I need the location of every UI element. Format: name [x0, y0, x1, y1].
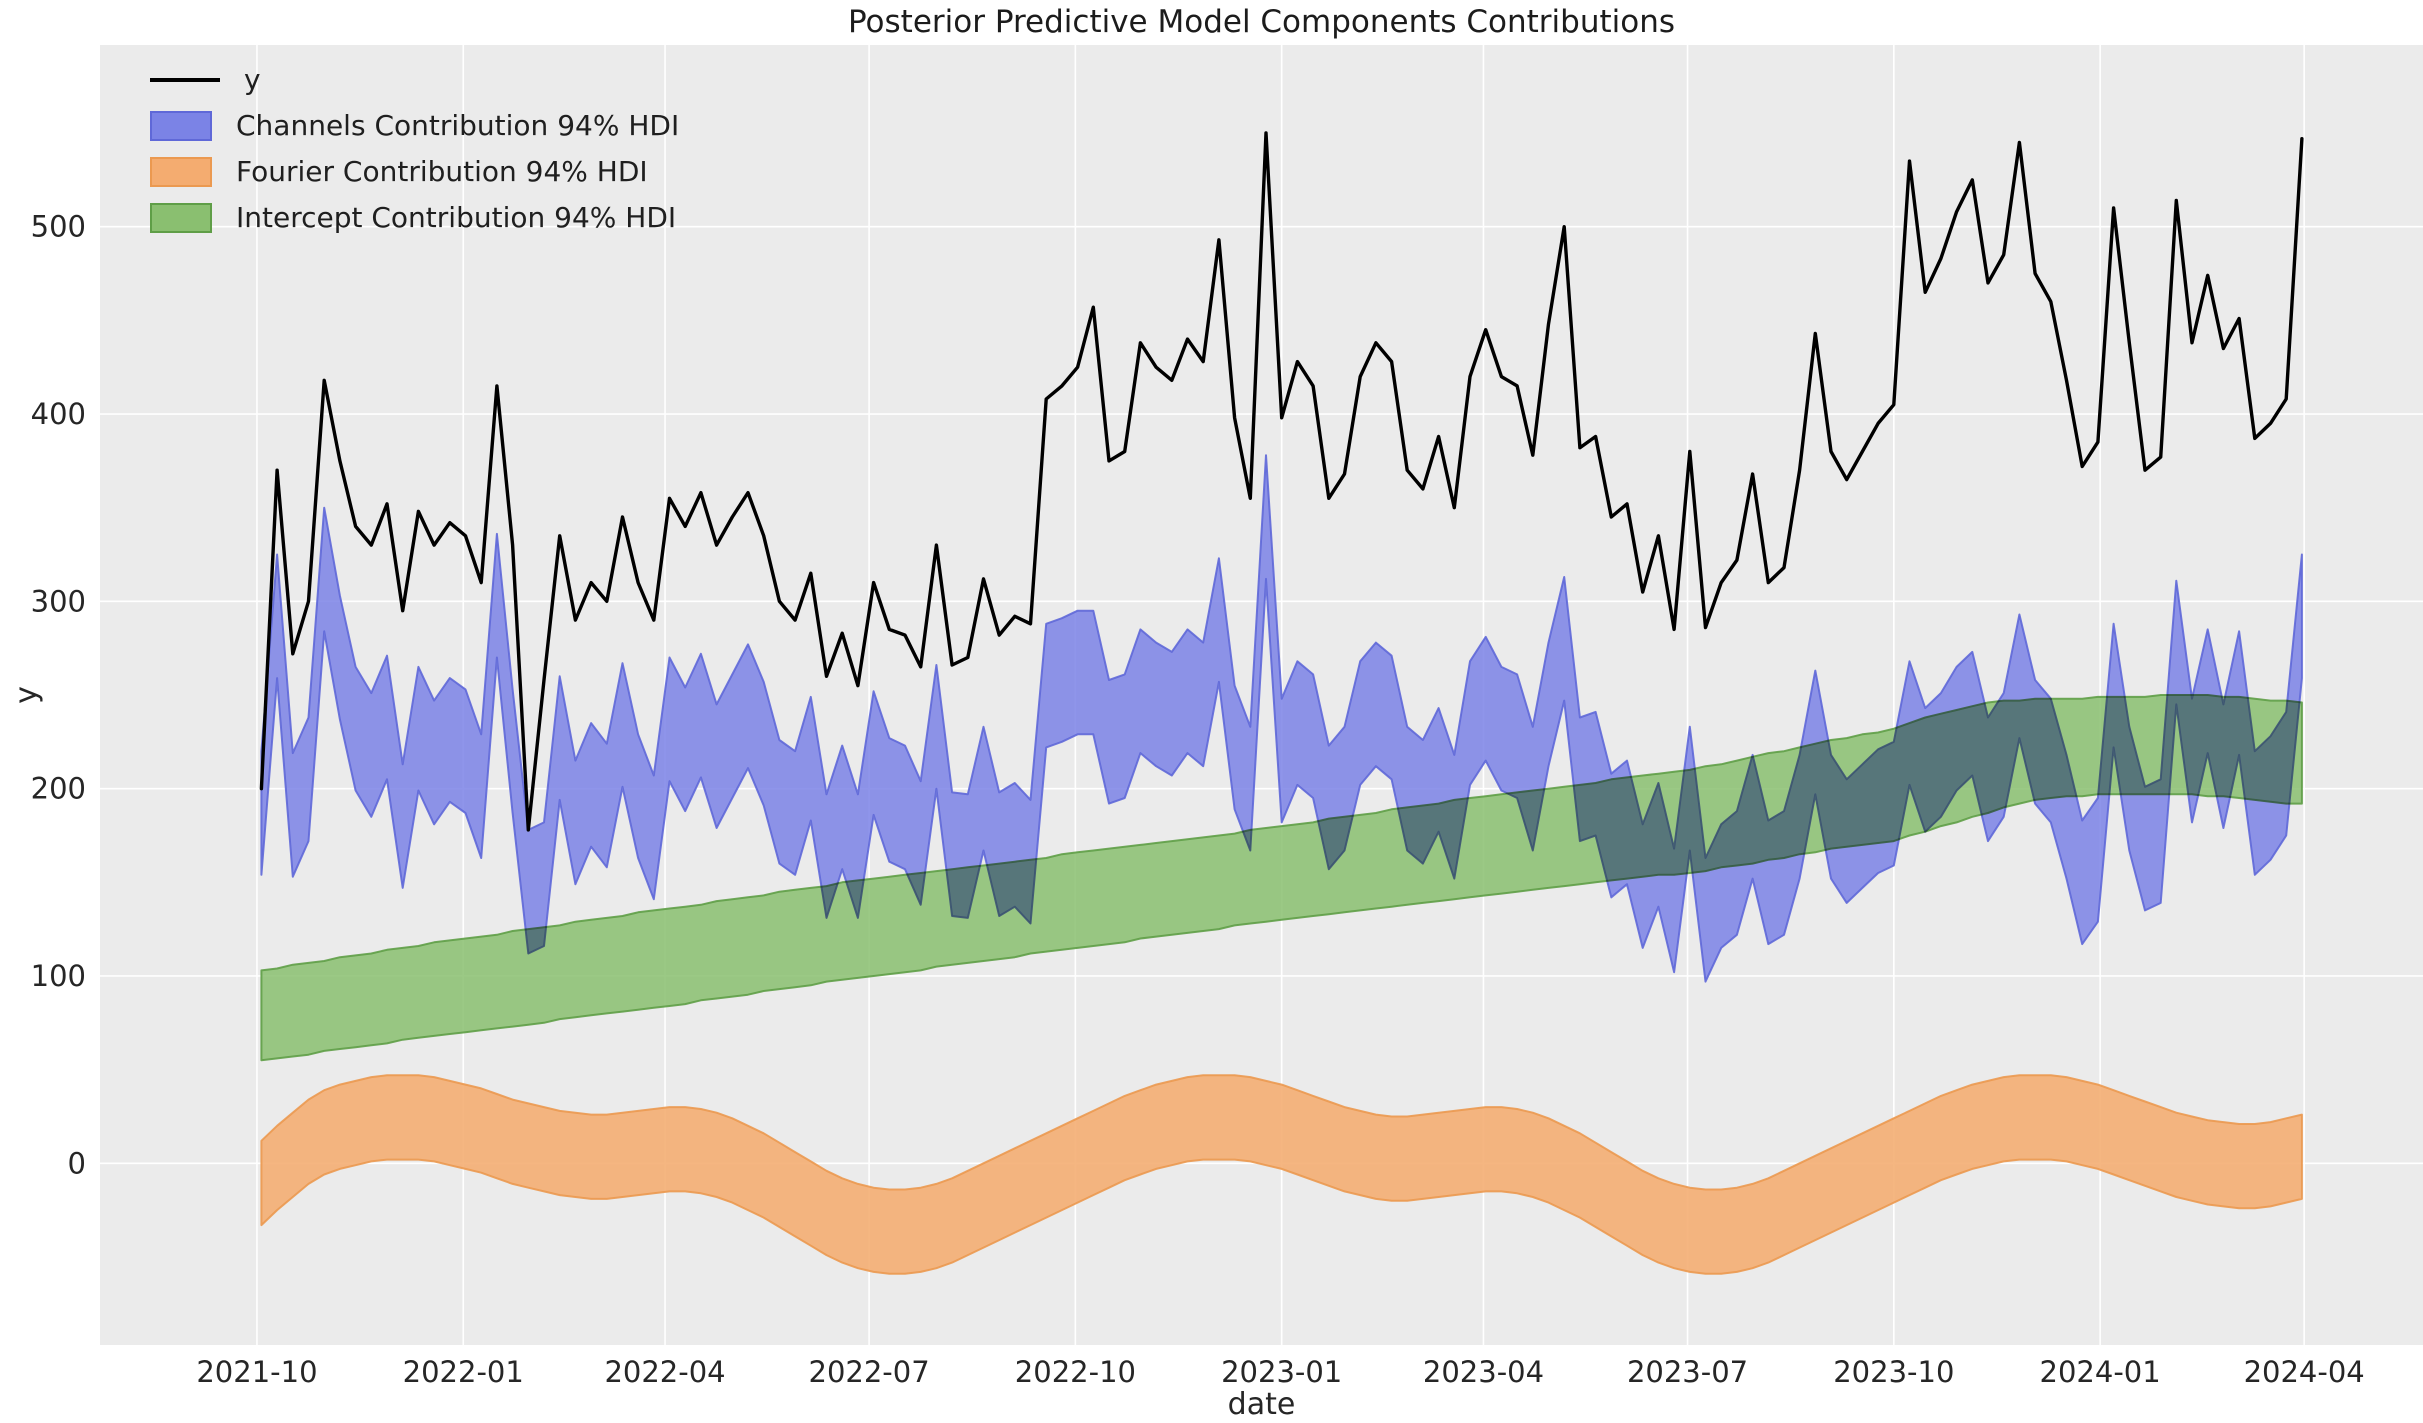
series-y-line [259, 131, 2304, 832]
legend-item-channels: Channels Contribution 94% HDI [150, 110, 679, 142]
legend-item-intercept: Intercept Contribution 94% HDI [150, 202, 679, 234]
y-tick-label: 500 [31, 210, 86, 244]
legend: y Channels Contribution 94% HDI Fourier … [150, 64, 679, 234]
legend-label: Intercept Contribution 94% HDI [236, 201, 677, 234]
band-channels [260, 454, 2303, 983]
x-tick-label: 2022-04 [604, 1355, 725, 1389]
legend-label: Channels Contribution 94% HDI [236, 109, 680, 142]
x-tick-label: 2023-07 [1627, 1355, 1748, 1389]
x-axis-label: date [1228, 1387, 1296, 1422]
legend-item-fourier: Fourier Contribution 94% HDI [150, 156, 679, 188]
legend-line-swatch [150, 78, 220, 82]
y-axis-label: y [9, 686, 44, 704]
x-tick-label: 2023-01 [1221, 1355, 1342, 1389]
legend-channels-swatch [150, 111, 212, 141]
y-tick-label: 100 [31, 959, 86, 993]
band-fourier [260, 1074, 2303, 1275]
legend-label: Fourier Contribution 94% HDI [236, 155, 648, 188]
legend-intercept-swatch [150, 203, 212, 233]
y-tick-label: 400 [31, 397, 86, 431]
legend-item-y: y [150, 64, 679, 96]
x-tick-label: 2022-10 [1015, 1355, 1136, 1389]
y-tick-label: 200 [31, 772, 86, 806]
x-tick-label: 2021-10 [196, 1355, 317, 1389]
x-tick-label: 2023-04 [1423, 1355, 1544, 1389]
chart-title: Posterior Predictive Model Components Co… [848, 4, 1675, 40]
x-tick-label: 2022-01 [403, 1355, 524, 1389]
x-tick-label: 2022-07 [809, 1355, 930, 1389]
x-tick-label: 2024-04 [2244, 1355, 2365, 1389]
legend-label: y [244, 63, 261, 96]
x-tick-label: 2023-10 [1833, 1355, 1954, 1389]
x-tick-label: 2024-01 [2040, 1355, 2161, 1389]
legend-fourier-swatch [150, 157, 212, 187]
y-tick-label: 0 [68, 1146, 86, 1180]
y-tick-label: 300 [31, 584, 86, 618]
